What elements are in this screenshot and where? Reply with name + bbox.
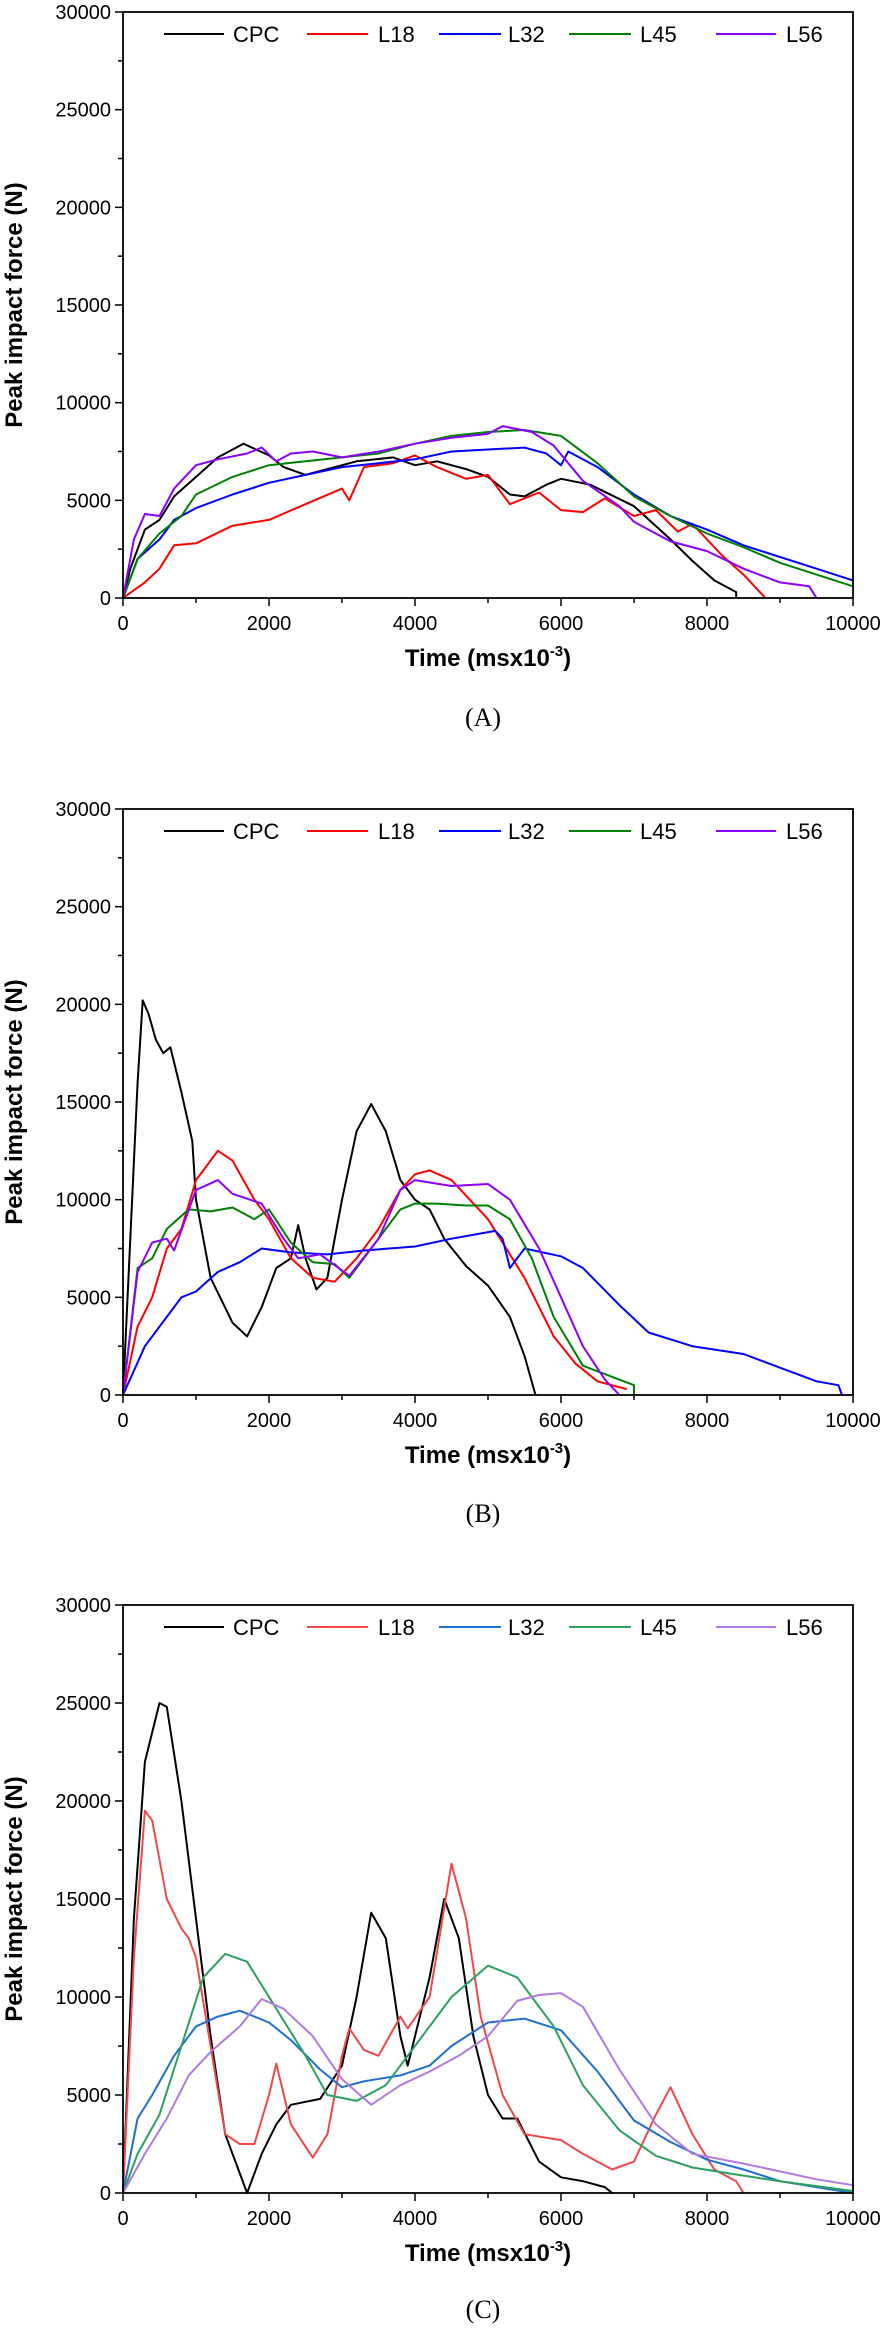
- x-tick-label: 2000: [247, 2208, 292, 2230]
- x-axis-title-exponent: -3: [550, 643, 563, 660]
- y-tick-label: 25000: [55, 100, 111, 122]
- series-line-l32: [122, 446, 854, 599]
- legend-label-l32: L32: [508, 1615, 545, 1640]
- x-tick-label: 8000: [685, 1410, 730, 1432]
- x-axis-title-exponent: -3: [550, 1440, 563, 1457]
- series-line-cpc: [122, 1702, 613, 2194]
- panel-label: (B): [466, 1499, 501, 1528]
- y-axis-title: Peak impact force (N): [1, 1776, 28, 2021]
- chart-panel-c: 0 2000 4000 6000 8000 10000 0 5000 10000 15000 200…: [1, 1595, 881, 2324]
- series-line-l56: [122, 1992, 854, 2194]
- chart-panel-a: 0 2000 4000 6000 8000 10000 0 5000 10000 15000 200…: [1, 2, 881, 732]
- y-tick-label: 0: [100, 588, 111, 610]
- x-tick-label: 6000: [539, 2208, 584, 2230]
- y-tick-label: 10000: [55, 1987, 111, 2009]
- legend-label-l18: L18: [378, 819, 415, 844]
- legend-label-l18: L18: [378, 1615, 415, 1640]
- legend-label-l56: L56: [786, 22, 823, 47]
- x-axis-title-exponent: -3: [550, 2238, 563, 2255]
- y-tick-label: 25000: [55, 897, 111, 919]
- legend: CPC L18 L32 L45 L56: [164, 1615, 823, 1640]
- panel-label: (C): [466, 2295, 501, 2324]
- y-axis-title: Peak impact force (N): [1, 182, 28, 427]
- y-tick-label: 5000: [67, 2085, 112, 2107]
- y-tick-label: 25000: [55, 1693, 111, 1715]
- series-line-l18: [122, 454, 767, 599]
- x-tick-label: 2000: [247, 1410, 292, 1432]
- y-axis-title: Peak impact force (N): [1, 979, 28, 1224]
- y-tick-label: 15000: [55, 1889, 111, 1911]
- series-line-l32: [122, 1229, 843, 1396]
- x-axis-title-end: ): [563, 2240, 571, 2267]
- x-tick-label: 2000: [247, 613, 292, 635]
- legend-label-l45: L45: [640, 22, 677, 47]
- series-line-l45: [122, 1202, 635, 1396]
- series-line-l56: [122, 425, 818, 599]
- x-tick-label: 8000: [685, 2208, 730, 2230]
- legend-label-l45: L45: [640, 819, 677, 844]
- y-tick-label: 30000: [55, 799, 111, 821]
- series-line-cpc: [122, 442, 738, 599]
- legend-label-l45: L45: [640, 1615, 677, 1640]
- x-axis-title-main: Time (msx10: [405, 2240, 550, 2267]
- y-tick-label: 5000: [67, 1287, 112, 1309]
- legend-label-cpc: CPC: [233, 1615, 280, 1640]
- plot-frame: [122, 1604, 854, 2194]
- x-tick-label: 0: [117, 613, 128, 635]
- x-axis-title-end: ): [563, 1442, 571, 1469]
- y-tick-label: 20000: [55, 197, 111, 219]
- x-axis-title-main: Time (msx10: [405, 645, 550, 672]
- x-tick-label: 10000: [825, 2208, 881, 2230]
- series-line-l45: [122, 1952, 854, 2194]
- plot-frame: [122, 11, 854, 599]
- x-tick-label: 10000: [825, 613, 881, 635]
- x-tick-label: 10000: [825, 1410, 881, 1432]
- panel-label: (A): [465, 703, 501, 732]
- y-tick-label: 30000: [55, 1595, 111, 1617]
- x-tick-label: 0: [117, 1410, 128, 1432]
- legend: CPC L18 L32 L45 L56: [164, 819, 823, 844]
- y-tick-label: 10000: [55, 393, 111, 415]
- x-tick-label: 4000: [393, 613, 438, 635]
- x-axis-title: Time (msx10-3): [405, 2238, 571, 2267]
- chart-panel-b: 0 2000 4000 6000 8000 10000 0 5000 10000 15000 200…: [1, 799, 881, 1528]
- x-tick-label: 0: [117, 2208, 128, 2230]
- y-tick-label: 20000: [55, 994, 111, 1016]
- legend: CPC L18 L32 L45 L56: [164, 22, 823, 47]
- x-axis-title-main: Time (msx10: [405, 1442, 550, 1469]
- legend-label-l56: L56: [786, 819, 823, 844]
- legend-label-l32: L32: [508, 22, 545, 47]
- y-tick-label: 20000: [55, 1791, 111, 1813]
- x-axis-title-end: ): [563, 645, 571, 672]
- legend-label-l18: L18: [378, 22, 415, 47]
- x-axis-title: Time (msx10-3): [405, 643, 571, 672]
- y-tick-label: 0: [100, 2183, 111, 2205]
- y-tick-label: 5000: [67, 490, 112, 512]
- x-tick-label: 8000: [685, 613, 730, 635]
- x-axis-title: Time (msx10-3): [405, 1440, 571, 1469]
- legend-label-cpc: CPC: [233, 819, 280, 844]
- series-line-l56: [122, 1179, 621, 1396]
- y-tick-label: 30000: [55, 2, 111, 24]
- legend-label-cpc: CPC: [233, 22, 280, 47]
- y-tick-label: 15000: [55, 295, 111, 317]
- series-line-l18: [122, 1809, 745, 2194]
- x-tick-label: 4000: [393, 1410, 438, 1432]
- series-line-l45: [122, 429, 854, 599]
- legend-label-l56: L56: [786, 1615, 823, 1640]
- y-tick-label: 15000: [55, 1092, 111, 1114]
- plot-frame: [122, 808, 854, 1396]
- x-tick-label: 4000: [393, 2208, 438, 2230]
- y-tick-label: 10000: [55, 1190, 111, 1212]
- x-tick-label: 6000: [539, 613, 584, 635]
- legend-label-l32: L32: [508, 819, 545, 844]
- series-line-l32: [122, 2009, 854, 2194]
- x-tick-label: 6000: [539, 1410, 584, 1432]
- series-line-cpc: [122, 999, 537, 1396]
- y-tick-label: 0: [100, 1385, 111, 1407]
